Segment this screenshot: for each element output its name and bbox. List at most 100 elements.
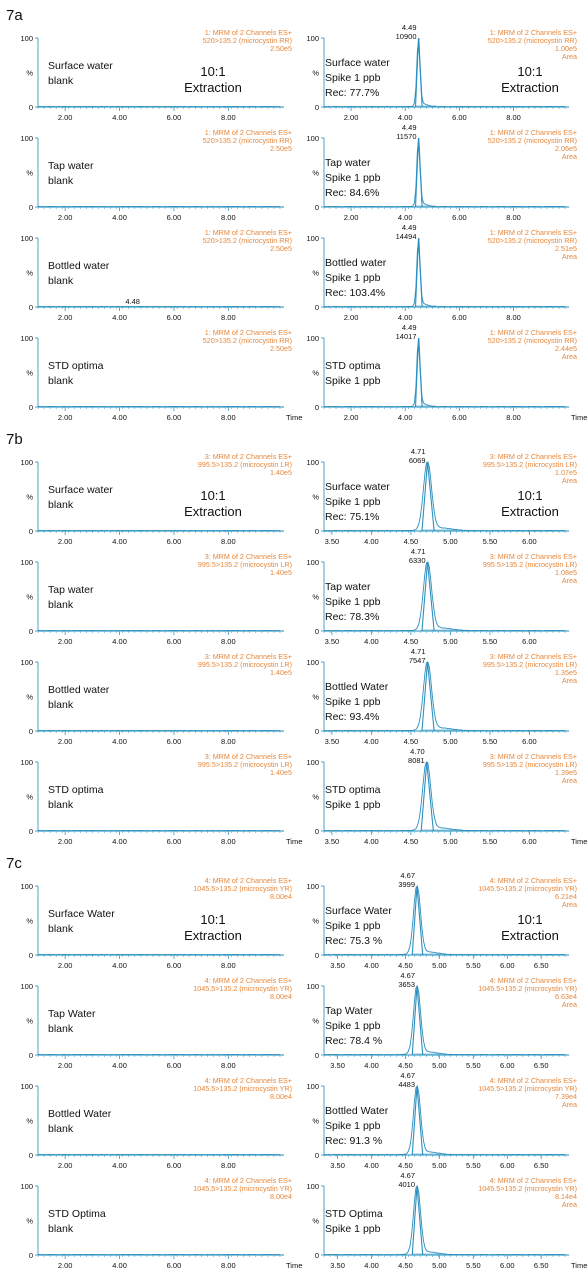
x-tick-label: 4.00 [112, 1161, 127, 1170]
x-tick-label: 4.00 [364, 637, 379, 646]
panel-header-line: 1: MRM of 2 Channels ES+ [205, 228, 292, 237]
y-tick-label: 0 [29, 103, 33, 112]
panel-header-line: 4: MRM of 2 Channels ES+ [490, 876, 577, 885]
panel-header-line: 995.5>135.2 (microcystin LR) [483, 760, 577, 769]
y-tick-label: 100 [306, 458, 319, 467]
x-tick-label: 5.00 [432, 1161, 447, 1170]
peak-mark [411, 885, 424, 956]
section-label-7a: 7a [6, 7, 23, 24]
chromatogram-panel-7a-4: 100% 0 2.00 4.00 6.00 8.00 1: MRM of 2 Channel… [306, 123, 577, 222]
x-axis-title: Time [571, 837, 587, 846]
peak-rt-label: 4.67 [400, 1171, 415, 1180]
x-tick-label: 8.00 [506, 313, 521, 322]
chromatogram-panel-7b-7: 100% 0 2.00 4.00 6.00 8.00 Time 3: MRM of 2 Cha… [20, 752, 302, 846]
x-tick-label: 2.00 [344, 413, 359, 422]
x-tick-label: 5.00 [432, 1261, 447, 1270]
sample-label: blank [48, 499, 74, 511]
panel-header-line: 1: MRM of 2 Channels ES+ [490, 28, 577, 37]
y-tick-label: 100 [306, 758, 319, 767]
y-axis-unit: % [26, 1217, 33, 1226]
panel-header-line: 1: MRM of 2 Channels ES+ [490, 228, 577, 237]
panel-header-line: 1: MRM of 2 Channels ES+ [490, 328, 577, 337]
y-tick-label: 100 [20, 334, 33, 343]
panel-header-line: Area [562, 252, 577, 261]
x-tick-label: 4.00 [398, 413, 413, 422]
panel-header-line: 1.40e5 [270, 568, 292, 577]
y-tick-label: 100 [20, 134, 33, 143]
panel-header-line: 1: MRM of 2 Channels ES+ [490, 128, 577, 137]
peak-rt-label: 4.67 [400, 1071, 415, 1080]
y-tick-label: 100 [20, 882, 33, 891]
x-tick-label: 4.00 [112, 413, 127, 422]
panel-header-line: 1.40e5 [270, 668, 292, 677]
x-tick-label: 5.00 [443, 837, 458, 846]
panel-header-line: 1.40e5 [270, 768, 292, 777]
y-tick-label: 0 [315, 1251, 319, 1260]
sample-label: Rec: 84.6% [325, 187, 379, 199]
x-tick-label: 4.50 [398, 961, 413, 970]
panel-header-line: 6.63e4 [555, 992, 577, 1001]
panel-header-line: 4: MRM of 2 Channels ES+ [205, 976, 292, 985]
panel-header-line: 1: MRM of 2 Channels ES+ [205, 28, 292, 37]
panel-header-line: 1045.5>135.2 (microcystin YR) [478, 1184, 577, 1193]
sample-label: blank [48, 799, 74, 811]
peak-mark [420, 761, 434, 832]
chromatogram-panel-7c-4: 100% 0 3.50 4.00 4.50 5.00 5.50 6.00 6.50 4: MRM … [306, 971, 577, 1070]
x-tick-label: 6.00 [500, 1261, 515, 1270]
y-tick-label: 100 [306, 558, 319, 567]
peak-area-label: 3653 [398, 980, 415, 989]
y-axis-unit: % [26, 1117, 33, 1126]
x-tick-label: 2.00 [58, 213, 73, 222]
sample-label: STD optima [325, 784, 381, 796]
sample-label: STD Optima [48, 1208, 106, 1220]
x-tick-label: 6.00 [167, 637, 182, 646]
panel-header-line: 1045.5>135.2 (microcystin YR) [478, 984, 577, 993]
y-tick-label: 0 [29, 1151, 33, 1160]
x-tick-label: 8.00 [221, 213, 236, 222]
x-tick-label: 8.00 [221, 1161, 236, 1170]
y-tick-label: 100 [20, 1182, 33, 1191]
chromatogram-panel-7c-7: 100% 0 2.00 4.00 6.00 8.00 Time 4: MRM of 2 Cha… [20, 1176, 302, 1270]
x-tick-label: 6.00 [500, 961, 515, 970]
panel-header-line: 1.08e5 [555, 568, 577, 577]
peak-area-label: 6330 [409, 556, 426, 565]
x-tick-label: 8.00 [221, 413, 236, 422]
y-tick-label: 0 [29, 527, 33, 536]
y-tick-label: 0 [29, 203, 33, 212]
y-axis-unit: % [26, 69, 33, 78]
peak-mark [411, 985, 424, 1056]
panel-header-line: Area [562, 900, 577, 909]
sample-label: STD optima [48, 784, 104, 796]
x-axis-title: Time [571, 1261, 587, 1270]
peak-area-label: 10900 [396, 32, 417, 41]
y-axis-unit: % [26, 369, 33, 378]
x-tick-label: 3.50 [330, 1061, 345, 1070]
sample-label: Bottled Water [325, 1105, 389, 1117]
sample-label: Bottled water [48, 684, 110, 696]
y-tick-label: 0 [29, 1251, 33, 1260]
x-tick-label: 2.00 [344, 113, 359, 122]
panel-header-line: 995.5>135.2 (microcystin LR) [483, 460, 577, 469]
sample-label: Tap Water [325, 1005, 373, 1017]
sample-label: STD optima [48, 360, 104, 372]
x-tick-label: 8.00 [506, 113, 521, 122]
chromatogram-trace [323, 1184, 566, 1256]
y-tick-label: 100 [20, 234, 33, 243]
x-tick-label: 6.00 [167, 961, 182, 970]
sample-label: Rec: 78.3% [325, 611, 379, 623]
panel-header-line: 1.35e5 [555, 668, 577, 677]
chromatogram-panel-7c-5: 100% 0 2.00 4.00 6.00 8.00 4: MRM of 2 Channel… [20, 1076, 292, 1170]
panel-header-line: 4: MRM of 2 Channels ES+ [205, 1176, 292, 1185]
x-tick-label: 2.00 [58, 737, 73, 746]
panel-header-line: 520>135.2 (microcystin RR) [488, 236, 577, 245]
y-tick-label: 100 [306, 334, 319, 343]
sample-label: blank [48, 599, 74, 611]
panel-header-line: 8.00e4 [270, 992, 292, 1001]
x-tick-label: 3.50 [325, 837, 340, 846]
sample-label: Surface water [325, 481, 390, 493]
x-tick-label: 8.00 [221, 637, 236, 646]
x-tick-label: 5.50 [483, 737, 498, 746]
y-axis-unit: % [26, 593, 33, 602]
x-tick-label: 6.00 [167, 313, 182, 322]
x-tick-label: 6.00 [167, 537, 182, 546]
